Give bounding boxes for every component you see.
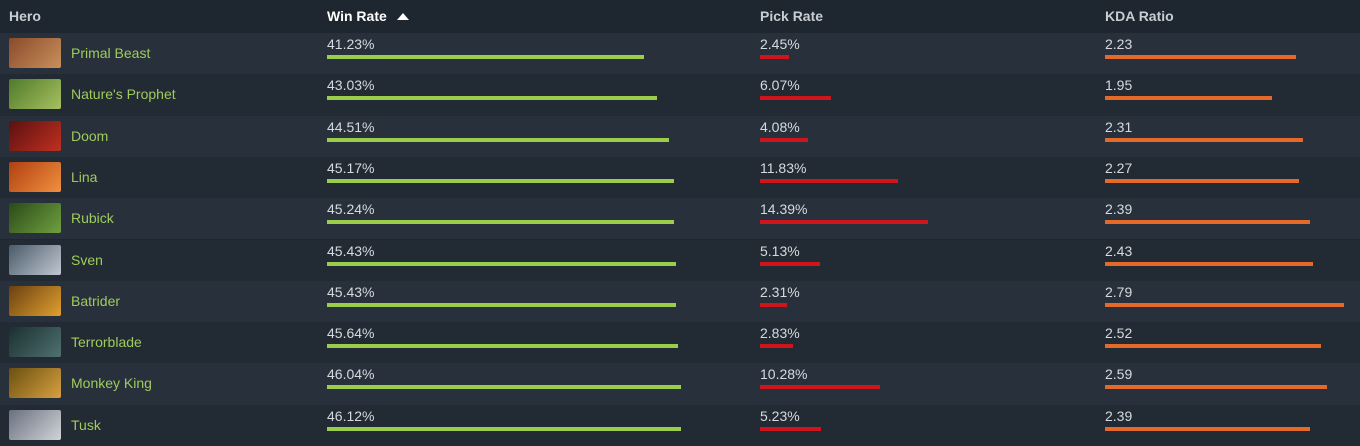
kda-bar	[1105, 426, 1310, 431]
pick_rate-value: 4.08%	[760, 118, 800, 135]
win-rate-header-text: Win Rate	[327, 8, 387, 24]
win_rate-value: 46.12%	[327, 407, 375, 424]
kda-bar	[1105, 137, 1303, 142]
pick_rate-value: 2.83%	[760, 325, 800, 342]
win_rate-bar	[327, 261, 676, 266]
pick_rate-value: 5.23%	[760, 407, 800, 424]
kda-value: 2.39	[1105, 407, 1133, 424]
hero-icon	[9, 38, 61, 68]
pick_rate-value: 2.45%	[760, 36, 800, 52]
win_rate-value: 44.51%	[327, 118, 375, 135]
hero-icon	[9, 79, 61, 110]
kda-bar	[1105, 178, 1300, 183]
table-row[interactable]: Batrider 45.43% 2.31% 2.79	[0, 280, 1360, 323]
win_rate-value: 45.24%	[327, 201, 375, 218]
table-row[interactable]: Lina 45.17% 11.83% 2.27	[0, 156, 1360, 199]
pick_rate-value: 14.39%	[760, 201, 808, 218]
win_rate-bar	[327, 220, 675, 225]
win_rate-bar	[327, 385, 681, 390]
win_rate-value: 45.64%	[327, 325, 375, 342]
pick_rate-bar	[760, 344, 794, 349]
win_rate-bar	[327, 302, 676, 307]
pick_rate-bar	[760, 96, 832, 101]
sort-arrow	[396, 13, 409, 20]
hero-icon	[9, 244, 61, 275]
pick_rate-bar	[760, 385, 881, 390]
hero-icon	[9, 409, 61, 440]
kda-value: 1.95	[1105, 77, 1133, 94]
table-row[interactable]: Tusk 46.12% 5.23% 2.39	[0, 404, 1360, 446]
kda-bar	[1105, 55, 1296, 59]
pick_rate-value: 5.13%	[760, 242, 800, 259]
hero-header[interactable]: Hero	[9, 8, 41, 24]
kda-bar	[1105, 261, 1313, 266]
pick_rate-bar	[760, 178, 899, 183]
kda-bar	[1105, 302, 1344, 307]
hero-name: Terrorblade	[71, 334, 142, 351]
win_rate-value: 45.43%	[327, 242, 375, 259]
kda-bar	[1105, 344, 1321, 349]
pick_rate-value: 6.07%	[760, 77, 800, 94]
hero-icon	[9, 285, 61, 316]
win_rate-value: 45.43%	[327, 283, 375, 300]
win_rate-bar	[327, 178, 674, 183]
hero-icon	[9, 203, 61, 234]
kda-value: 2.31	[1105, 118, 1133, 135]
hero-name: Tusk	[71, 416, 101, 433]
win_rate-bar	[327, 137, 669, 142]
hero-name: Rubick	[71, 210, 114, 227]
win_rate-value: 45.17%	[327, 159, 375, 176]
pick_rate-bar	[760, 55, 789, 59]
kda-value: 2.43	[1105, 242, 1133, 259]
pick_rate-value: 11.83%	[760, 159, 807, 176]
kda-value: 2.39	[1105, 201, 1133, 218]
table-row[interactable]: Sven 45.43% 5.13% 2.43	[0, 239, 1360, 281]
hero-icon	[9, 120, 61, 151]
table-row[interactable]: Rubick 45.24% 14.39% 2.39	[0, 198, 1360, 240]
pick_rate-bar	[760, 426, 822, 431]
pick_rate-value: 2.31%	[760, 283, 800, 300]
hero-name: Lina	[71, 168, 98, 185]
kda-value: 2.79	[1105, 283, 1133, 300]
table-row[interactable]: Monkey King 46.04% 10.28% 2.59	[0, 363, 1360, 405]
kda-value: 2.59	[1105, 366, 1133, 383]
kda-bar	[1105, 385, 1327, 390]
win-rate-header[interactable]: Win Rate	[327, 0, 410, 33]
win_rate-value: 41.23%	[327, 36, 375, 52]
kda-bar	[1105, 220, 1310, 225]
table-row[interactable]: Nature's Prophet 43.03% 6.07% 1.95	[0, 74, 1360, 116]
hero-name: Primal Beast	[71, 45, 151, 61]
win_rate-value: 46.04%	[327, 366, 375, 383]
hero-icon	[9, 327, 61, 358]
hero-name: Batrider	[71, 292, 121, 309]
kda-header[interactable]: KDA Ratio	[1105, 8, 1174, 24]
hero-icon	[9, 368, 61, 399]
win_rate-bar	[327, 426, 682, 431]
win_rate-bar	[327, 55, 644, 59]
win_rate-value: 43.03%	[327, 77, 375, 94]
pick_rate-value: 10.28%	[760, 366, 808, 383]
table-row[interactable]: Primal Beast 41.23% 2.45% 2.23	[0, 33, 1360, 75]
pick_rate-bar	[760, 220, 929, 225]
pick_rate-bar	[760, 302, 788, 307]
kda-value: 2.27	[1105, 159, 1133, 176]
table-row[interactable]: Terrorblade 45.64% 2.83% 2.52	[0, 322, 1360, 364]
kda-value: 2.23	[1105, 36, 1133, 52]
kda-value: 2.52	[1105, 325, 1133, 342]
table-row[interactable]: Doom 44.51% 4.08% 2.31	[0, 115, 1360, 157]
win_rate-bar	[327, 96, 658, 101]
pick_rate-bar	[760, 261, 821, 266]
hero-icon	[9, 161, 61, 192]
pick-rate-header[interactable]: Pick Rate	[760, 8, 824, 24]
hero-name: Doom	[71, 127, 109, 144]
kda-bar	[1105, 96, 1272, 101]
win_rate-bar	[327, 344, 678, 349]
hero-name: Sven	[71, 251, 103, 268]
hero-name: Nature's Prophet	[71, 86, 176, 103]
hero-name: Monkey King	[71, 375, 152, 392]
pick_rate-bar	[760, 137, 808, 142]
